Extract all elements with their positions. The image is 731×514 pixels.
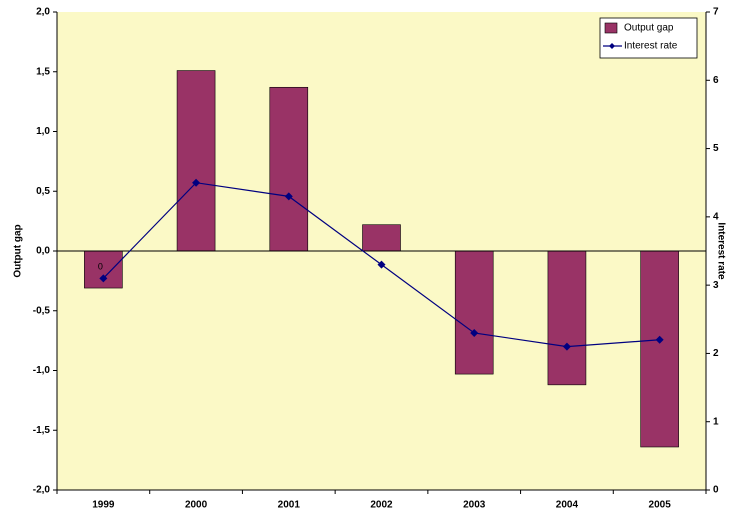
y-axis-label: Output gap	[13, 224, 24, 277]
bar	[547, 250, 587, 386]
y2-tick-label: 7	[713, 7, 719, 18]
y2-tick-label: 1	[713, 416, 719, 427]
legend-label: Interest rate	[624, 41, 678, 52]
x-tick-label: 2000	[185, 500, 208, 511]
marker	[470, 328, 479, 337]
y-tick-label: 1,0	[36, 126, 50, 137]
y-tick-label: 2,0	[36, 7, 50, 18]
y-tick-label: -0,5	[33, 305, 51, 316]
x-tick-label: 1999	[92, 500, 115, 511]
y-tick-label: -1,0	[33, 365, 51, 376]
legend-swatch	[604, 22, 618, 34]
bar	[362, 224, 401, 252]
x-tick-label: 2005	[649, 500, 672, 511]
marker	[377, 260, 386, 269]
marker	[192, 178, 201, 187]
y2-axis-label: Interest rate	[715, 222, 726, 280]
y2-tick-label: 5	[713, 143, 719, 154]
x-tick-label: 2003	[463, 500, 486, 511]
x-tick-label: 2001	[278, 500, 301, 511]
bar	[454, 250, 494, 375]
y2-tick-label: 2	[713, 348, 719, 359]
y2-tick-label: 0	[713, 485, 719, 496]
legend-label: Output gap	[624, 23, 674, 34]
y-tick-label: 0,0	[36, 246, 50, 257]
y-tick-label: 1,5	[36, 66, 50, 77]
y2-tick-label: 3	[713, 280, 719, 291]
y2-tick-label: 4	[713, 211, 719, 222]
y-tick-label: -2,0	[33, 485, 51, 496]
legend-marker	[609, 43, 615, 49]
y2-tick-label: 6	[713, 75, 719, 86]
marker	[284, 192, 293, 201]
bar	[269, 86, 309, 252]
bar	[176, 70, 216, 252]
x-tick-label: 2004	[556, 500, 579, 511]
annotation: 0	[98, 262, 103, 272]
marker	[655, 335, 664, 344]
y-tick-label: 0,5	[36, 186, 50, 197]
x-tick-label: 2002	[370, 500, 393, 511]
marker	[562, 342, 571, 351]
bar	[640, 250, 679, 448]
y-tick-label: -1,5	[33, 425, 51, 436]
bar	[84, 250, 123, 289]
marker	[99, 274, 108, 283]
